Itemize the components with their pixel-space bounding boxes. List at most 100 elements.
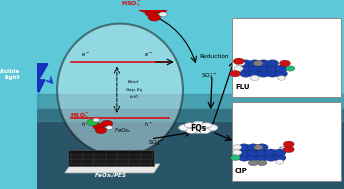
Circle shape: [233, 58, 244, 64]
Circle shape: [265, 154, 277, 161]
Circle shape: [148, 14, 161, 21]
Circle shape: [283, 141, 294, 147]
Circle shape: [238, 144, 250, 151]
Text: FQs: FQs: [190, 124, 206, 133]
Circle shape: [249, 65, 261, 72]
Bar: [141, 159, 151, 164]
Bar: [106, 154, 116, 159]
Bar: [71, 159, 81, 164]
Circle shape: [138, 5, 151, 12]
Circle shape: [257, 70, 270, 77]
Bar: [118, 159, 128, 164]
Circle shape: [233, 150, 242, 155]
Polygon shape: [68, 150, 154, 166]
Circle shape: [274, 149, 286, 156]
Circle shape: [233, 145, 242, 150]
Circle shape: [230, 155, 240, 161]
Circle shape: [249, 70, 261, 77]
Circle shape: [145, 9, 158, 17]
Circle shape: [250, 75, 259, 81]
Circle shape: [240, 65, 252, 72]
Circle shape: [248, 160, 258, 166]
Text: FLU: FLU: [235, 84, 250, 90]
Circle shape: [257, 60, 270, 67]
Circle shape: [254, 60, 263, 66]
Circle shape: [266, 60, 279, 67]
Circle shape: [275, 70, 288, 77]
Circle shape: [95, 127, 107, 134]
Bar: [141, 154, 151, 159]
Bar: [71, 154, 81, 159]
Ellipse shape: [179, 124, 193, 131]
Bar: [129, 154, 139, 159]
Circle shape: [266, 70, 279, 77]
Circle shape: [87, 119, 98, 126]
Bar: [37, 10, 344, 108]
Text: Band
Gap; E$_g$
(eV): Band Gap; E$_g$ (eV): [125, 80, 143, 99]
Text: $h^+$: $h^+$: [144, 120, 153, 129]
Circle shape: [106, 125, 113, 129]
Circle shape: [276, 160, 284, 164]
Text: FeOx$_s$/PES: FeOx$_s$/PES: [94, 171, 128, 180]
Bar: [232, 102, 341, 181]
Ellipse shape: [192, 121, 204, 127]
Text: Visible
light: Visible light: [0, 69, 20, 80]
Ellipse shape: [203, 124, 218, 131]
Circle shape: [257, 160, 267, 166]
Ellipse shape: [200, 128, 211, 134]
Circle shape: [265, 149, 277, 156]
Ellipse shape: [187, 125, 209, 133]
Circle shape: [257, 65, 270, 72]
Circle shape: [159, 12, 167, 17]
Circle shape: [275, 65, 288, 72]
Circle shape: [249, 60, 261, 67]
Bar: [83, 154, 93, 159]
Text: FeOx$_s$: FeOx$_s$: [115, 126, 132, 135]
Circle shape: [144, 3, 152, 8]
Circle shape: [247, 149, 259, 156]
Text: CIP: CIP: [235, 168, 248, 174]
Text: SO$_4^{\bullet-}$: SO$_4^{\bullet-}$: [201, 71, 218, 81]
Bar: [129, 159, 139, 164]
Bar: [94, 159, 104, 164]
Text: HSO$_5^-$: HSO$_5^-$: [70, 112, 90, 121]
Text: HSO$_5^-$: HSO$_5^-$: [121, 0, 142, 9]
Circle shape: [279, 60, 290, 67]
Circle shape: [254, 145, 263, 150]
Ellipse shape: [186, 128, 197, 134]
Bar: [83, 159, 93, 164]
Circle shape: [229, 70, 241, 77]
Circle shape: [283, 146, 294, 153]
Text: $e^-$: $e^-$: [81, 51, 90, 59]
Circle shape: [234, 66, 243, 71]
Ellipse shape: [57, 24, 183, 156]
Circle shape: [266, 65, 279, 72]
Ellipse shape: [202, 123, 212, 128]
Text: Reduction: Reduction: [200, 54, 229, 59]
Bar: [118, 154, 128, 159]
Circle shape: [238, 149, 250, 156]
Polygon shape: [30, 64, 48, 92]
Circle shape: [93, 123, 104, 130]
Circle shape: [154, 6, 167, 13]
Circle shape: [247, 144, 259, 151]
Polygon shape: [65, 164, 160, 173]
Circle shape: [274, 154, 286, 161]
Ellipse shape: [184, 123, 195, 128]
Circle shape: [286, 66, 295, 71]
Circle shape: [236, 61, 245, 66]
Circle shape: [256, 149, 268, 156]
Bar: [106, 159, 116, 164]
Circle shape: [256, 144, 268, 151]
Text: SO$_4^{\bullet-}$: SO$_4^{\bullet-}$: [148, 138, 164, 148]
Bar: [37, 94, 344, 121]
Text: $e^-$: $e^-$: [144, 51, 153, 59]
Circle shape: [240, 70, 252, 77]
Circle shape: [238, 154, 250, 161]
Circle shape: [247, 154, 259, 161]
Circle shape: [277, 76, 286, 80]
Bar: [232, 18, 341, 97]
Circle shape: [93, 118, 99, 122]
Text: $h^+$: $h^+$: [81, 120, 90, 129]
Circle shape: [101, 120, 113, 127]
